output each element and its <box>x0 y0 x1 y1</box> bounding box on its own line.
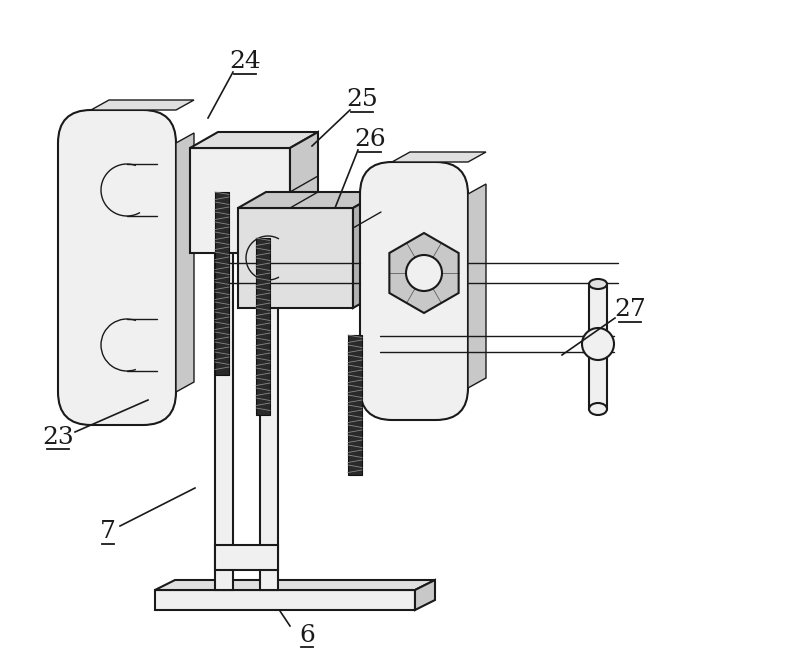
Text: 24: 24 <box>229 50 261 73</box>
Polygon shape <box>290 132 318 253</box>
Text: 26: 26 <box>354 128 386 151</box>
Polygon shape <box>392 152 486 162</box>
Text: 23: 23 <box>42 425 74 448</box>
Bar <box>348 335 362 475</box>
Polygon shape <box>468 184 486 388</box>
Bar <box>238 208 353 308</box>
Bar <box>260 295 278 590</box>
Polygon shape <box>238 192 381 208</box>
Ellipse shape <box>589 279 607 289</box>
Circle shape <box>406 255 442 291</box>
Polygon shape <box>155 580 435 590</box>
Text: 6: 6 <box>299 624 315 646</box>
Bar <box>215 545 278 570</box>
Polygon shape <box>415 580 435 610</box>
Polygon shape <box>190 132 318 148</box>
Bar <box>190 148 290 253</box>
Circle shape <box>582 328 614 360</box>
Bar <box>589 284 607 409</box>
Text: 25: 25 <box>346 89 378 112</box>
Polygon shape <box>390 233 458 313</box>
Bar <box>256 238 270 415</box>
Polygon shape <box>176 133 194 392</box>
Bar <box>215 192 229 375</box>
Polygon shape <box>353 192 381 308</box>
FancyBboxPatch shape <box>360 162 468 420</box>
Bar <box>155 590 415 610</box>
Bar <box>215 248 233 590</box>
Text: 7: 7 <box>100 521 116 544</box>
Ellipse shape <box>589 403 607 415</box>
FancyBboxPatch shape <box>58 110 176 425</box>
Polygon shape <box>91 100 194 110</box>
Text: 27: 27 <box>614 298 646 321</box>
